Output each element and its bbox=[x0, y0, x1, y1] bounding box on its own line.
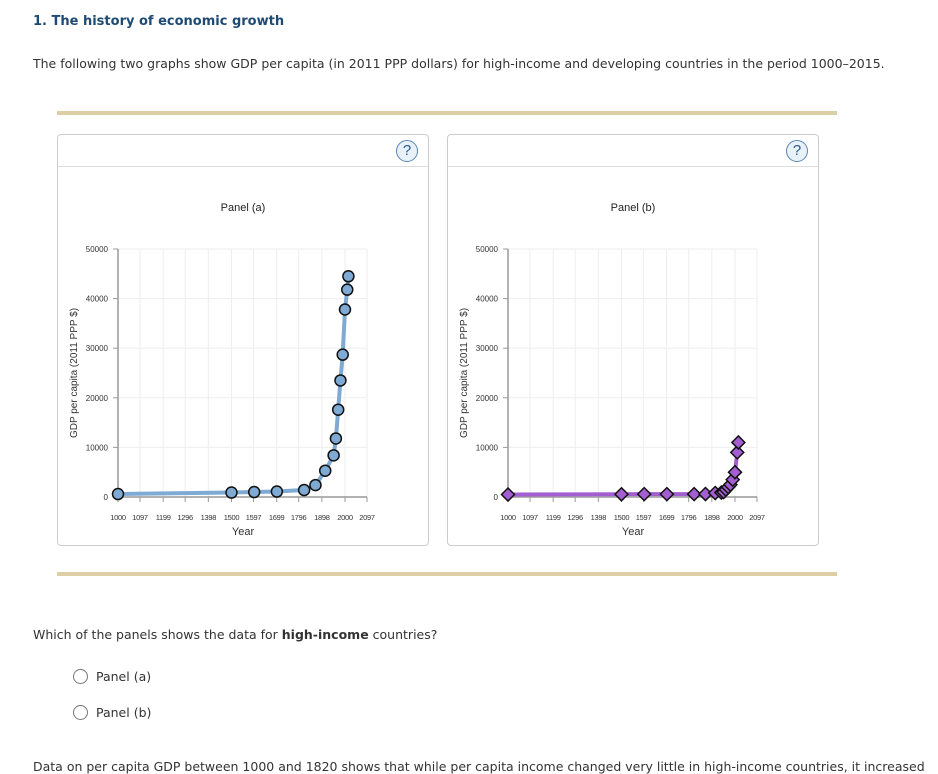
y-tick-label: 40000 bbox=[86, 295, 109, 304]
x-tick-label: 1296 bbox=[177, 513, 193, 522]
x-tick-label: 1898 bbox=[314, 513, 330, 522]
y-tick-label: 40000 bbox=[476, 295, 499, 304]
data-point bbox=[318, 464, 332, 477]
data-point bbox=[334, 374, 347, 387]
x-tick-label: 1597 bbox=[636, 513, 652, 522]
footer-text: Data on per capita GDP between 1000 and … bbox=[33, 759, 925, 774]
question-suffix: countries? bbox=[368, 627, 438, 642]
intro-text: The following two graphs show GDP per ca… bbox=[33, 56, 885, 71]
x-tick-label: 1199 bbox=[546, 513, 561, 522]
x-tick-label: 2097 bbox=[749, 513, 765, 522]
y-axis-label: GDP per capita (2011 PPP $) bbox=[69, 308, 80, 438]
y-tick-label: 0 bbox=[494, 493, 499, 502]
x-tick-label: 1796 bbox=[291, 513, 307, 522]
x-tick-label: 1699 bbox=[269, 513, 285, 522]
x-axis-label: Year bbox=[232, 526, 255, 538]
data-line bbox=[117, 276, 351, 497]
data-line bbox=[507, 442, 741, 497]
x-tick-label: 1597 bbox=[246, 513, 262, 522]
x-tick-label: 2000 bbox=[337, 513, 353, 522]
data-point bbox=[270, 485, 284, 498]
x-tick-label: 1398 bbox=[201, 513, 217, 522]
x-tick-label: 1500 bbox=[614, 513, 630, 522]
y-tick-label: 20000 bbox=[476, 394, 499, 403]
data-point bbox=[636, 486, 652, 502]
data-point bbox=[727, 464, 743, 480]
x-tick-label: 1199 bbox=[156, 513, 171, 522]
x-tick-label: 2000 bbox=[727, 513, 743, 522]
data-point bbox=[729, 444, 745, 460]
help-icon[interactable]: ? bbox=[786, 140, 808, 162]
x-tick-label: 1500 bbox=[224, 513, 240, 522]
question-text: Which of the panels shows the data for h… bbox=[33, 627, 437, 642]
panel-b: ? Panel (b) 0 10000 20000 30000 40000 50000 100… bbox=[447, 134, 819, 546]
data-point bbox=[730, 434, 746, 451]
x-tick-label: 1699 bbox=[659, 513, 675, 522]
y-tick-label: 50000 bbox=[86, 245, 109, 254]
x-tick-label: 1000 bbox=[110, 513, 126, 522]
data-point bbox=[659, 486, 675, 502]
x-tick-label: 1796 bbox=[681, 513, 697, 522]
data-point bbox=[338, 303, 352, 316]
data-point bbox=[329, 432, 343, 445]
question-bold: high-income bbox=[281, 627, 369, 642]
y-tick-label: 20000 bbox=[86, 394, 109, 403]
chart-title: Panel (a) bbox=[221, 202, 266, 214]
data-point bbox=[686, 486, 702, 502]
help-icon[interactable]: ? bbox=[396, 140, 418, 162]
data-point bbox=[341, 283, 354, 296]
chart-title: Panel (b) bbox=[611, 202, 656, 214]
option-label: Panel (a) bbox=[96, 669, 152, 684]
radio-panel-b[interactable] bbox=[73, 705, 88, 720]
x-tick-label: 1898 bbox=[704, 513, 720, 522]
divider-top bbox=[57, 111, 837, 115]
data-point bbox=[336, 348, 349, 361]
data-point bbox=[500, 486, 516, 503]
data-point bbox=[247, 485, 261, 499]
x-tick-label: 1097 bbox=[132, 513, 148, 522]
y-tick-label: 0 bbox=[104, 493, 109, 502]
data-point bbox=[613, 486, 630, 502]
data-point bbox=[327, 449, 340, 462]
y-tick-label: 30000 bbox=[476, 344, 499, 353]
data-point bbox=[297, 483, 311, 497]
panel-a-chart: Panel (a) 0 10000 20000 30000 40000 50000 1000 1… bbox=[69, 202, 375, 538]
question-title: 1. The history of economic growth bbox=[33, 14, 285, 29]
data-point bbox=[111, 487, 125, 501]
option-label: Panel (b) bbox=[96, 705, 152, 720]
data-point bbox=[342, 270, 355, 283]
y-axis-label: GDP per capita (2011 PPP $) bbox=[459, 308, 470, 438]
panel-b-chart: Panel (b) 0 10000 20000 30000 40000 50000 1000 1… bbox=[459, 202, 765, 538]
data-point bbox=[225, 486, 238, 499]
x-tick-label: 1398 bbox=[591, 513, 607, 522]
x-tick-label: 2097 bbox=[359, 513, 375, 522]
question-prefix: Which of the panels shows the data for bbox=[33, 627, 282, 642]
radio-panel-a[interactable] bbox=[73, 669, 88, 684]
panel-a: ? Panel (a) 0 10000 20000 30000 40000 50000 100… bbox=[57, 134, 429, 546]
option-panel-a[interactable]: Panel (a) bbox=[73, 669, 151, 684]
y-tick-label: 30000 bbox=[86, 344, 109, 353]
option-panel-b[interactable]: Panel (b) bbox=[73, 705, 151, 720]
divider-bottom bbox=[57, 572, 837, 576]
x-axis-label: Year bbox=[622, 526, 645, 538]
y-tick-label: 10000 bbox=[86, 443, 109, 452]
y-tick-label: 50000 bbox=[476, 245, 499, 254]
y-tick-label: 10000 bbox=[476, 443, 499, 452]
x-tick-label: 1000 bbox=[500, 513, 516, 522]
x-tick-label: 1296 bbox=[567, 513, 583, 522]
data-point bbox=[331, 403, 345, 416]
data-point bbox=[309, 478, 322, 492]
panel-b-header: ? bbox=[448, 135, 818, 167]
x-tick-label: 1097 bbox=[522, 513, 538, 522]
panel-a-header: ? bbox=[58, 135, 428, 167]
